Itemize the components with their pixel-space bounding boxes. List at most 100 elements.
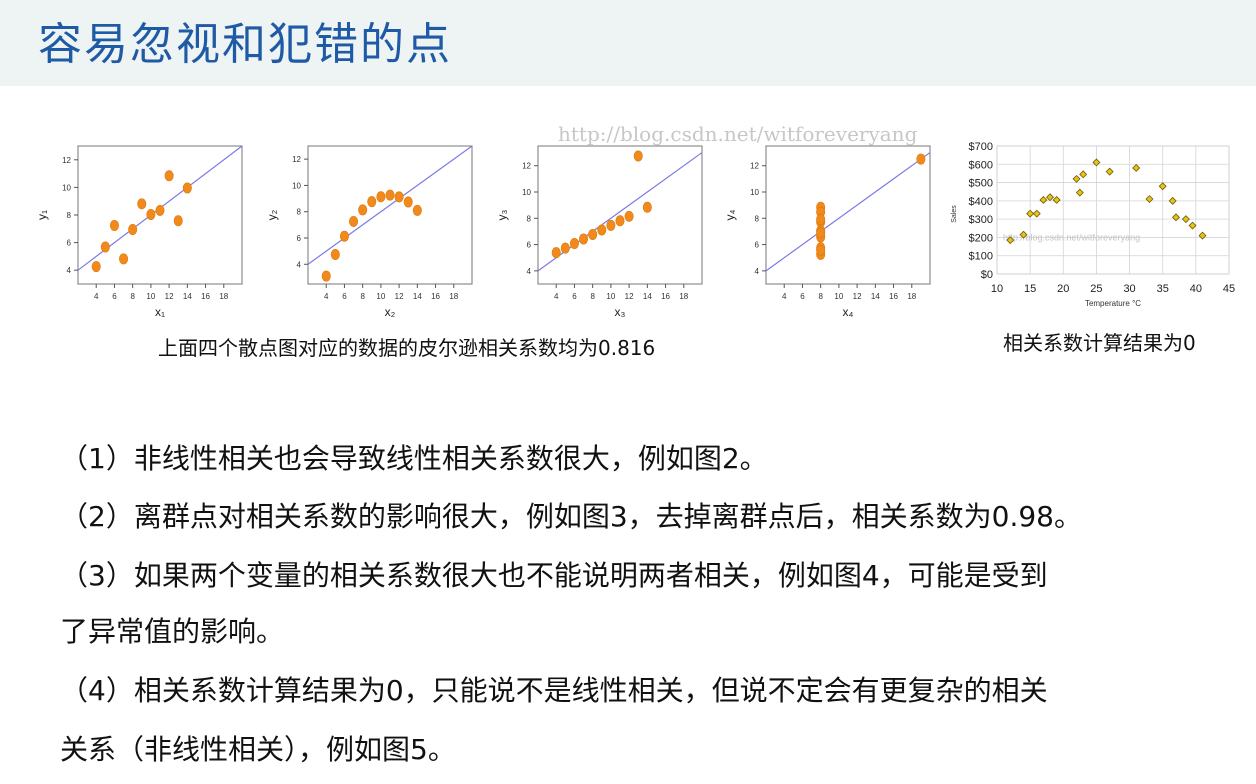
data-point xyxy=(1006,236,1015,245)
scatter-plot-4: 4 6 8 10 12 14 16 18 4 6 8 10 12 x₄ y₄ xyxy=(723,145,931,319)
y-axis-label: y₄ xyxy=(723,209,737,220)
paragraph-3-continued: 了异常值的影响。 xyxy=(60,615,285,648)
plot-frame xyxy=(996,145,1230,275)
x-axis-label: x₄ xyxy=(843,305,854,319)
data-point xyxy=(164,170,174,182)
data-point xyxy=(1075,188,1084,197)
y-tick-label: $200 xyxy=(969,232,993,244)
plot-frame xyxy=(765,145,931,285)
x-tick-label: 18 xyxy=(679,292,688,301)
y-tick-label: $600 xyxy=(969,159,993,171)
data-point xyxy=(560,242,570,254)
y-axis-label: y₁ xyxy=(35,210,49,220)
paragraph-1: （1）非线性相关也会导致线性相关系数很大，例如图2。 xyxy=(60,442,768,475)
caption-pearson-0816: 上面四个散点图对应的数据的皮尔逊相关系数均为0.816 xyxy=(158,336,656,360)
x-axis-label: Temperature °C xyxy=(1085,299,1141,308)
y-tick-label: 10 xyxy=(62,183,71,192)
data-point xyxy=(1092,158,1101,167)
data-point xyxy=(100,241,110,253)
y-tick-label: 12 xyxy=(292,155,301,164)
data-point xyxy=(606,219,616,231)
x-tick-label: 16 xyxy=(661,292,670,301)
x-tick-label: 20 xyxy=(1057,283,1069,295)
x-tick-label: 16 xyxy=(431,292,440,301)
x-tick-label: 10 xyxy=(991,283,1003,295)
x-tick-label: 30 xyxy=(1123,283,1135,295)
data-point xyxy=(394,191,404,203)
data-point xyxy=(1172,213,1180,222)
x-tick-label: 6 xyxy=(112,292,117,301)
y-tick-label: 10 xyxy=(292,181,301,190)
slide-title: 容易忽视和犯错的点 xyxy=(38,19,452,70)
x-tick-label: 8 xyxy=(360,292,365,301)
data-point xyxy=(1026,209,1035,218)
scatter-plot-2: 4 6 8 10 12 14 16 18 4 6 8 10 12 x₂ y₂ xyxy=(265,145,473,319)
x-tick-label: 12 xyxy=(853,292,862,301)
data-point xyxy=(1145,195,1154,203)
paragraph-3: （3）如果两个变量的相关系数很大也不能说明两者相关，例如图4，可能是受到 xyxy=(60,559,1048,592)
data-point xyxy=(119,253,129,265)
data-point xyxy=(597,224,607,236)
data-point xyxy=(816,227,826,239)
data-point xyxy=(642,201,652,213)
x-tick-label: 12 xyxy=(395,292,404,301)
watermark-text: http://blog.csdn.net/witforeveryang xyxy=(558,122,918,146)
data-point xyxy=(1046,193,1054,202)
data-point xyxy=(569,238,579,250)
x-tick-label: 10 xyxy=(834,292,843,301)
data-point xyxy=(91,261,101,273)
data-point xyxy=(376,191,386,203)
paragraph-4: （4）相关系数计算结果为0，只能说不是线性相关，但说不定会有更复杂的相关 xyxy=(60,674,1048,707)
data-point xyxy=(551,247,561,259)
data-point xyxy=(339,230,349,242)
y-axis-label: Sales xyxy=(951,205,958,223)
scatter-plot-3: 4 6 8 10 12 14 16 18 4 6 8 10 12 x₃ y₃ xyxy=(495,145,703,319)
y-tick-label: $500 xyxy=(969,178,993,190)
data-point xyxy=(403,196,413,208)
data-point xyxy=(615,215,625,227)
data-point xyxy=(128,223,138,235)
y-tick-label: $100 xyxy=(969,251,993,263)
y-tick-label: 6 xyxy=(755,241,760,250)
x-tick-label: 8 xyxy=(590,292,595,301)
data-point xyxy=(330,249,340,261)
x-tick-label: 40 xyxy=(1190,283,1202,295)
regression-line xyxy=(308,146,472,265)
data-point xyxy=(916,153,926,165)
data-point xyxy=(367,196,377,208)
data-point xyxy=(816,244,826,256)
x-tick-label: 25 xyxy=(1090,283,1102,295)
x-tick-label: 10 xyxy=(606,292,615,301)
data-point xyxy=(1039,195,1048,204)
y-tick-label: 8 xyxy=(297,208,302,217)
x-axis-label: x₂ xyxy=(385,305,396,319)
data-point xyxy=(1181,215,1190,224)
data-point xyxy=(633,150,643,162)
x-tick-label: 35 xyxy=(1157,283,1169,295)
y-tick-label: 10 xyxy=(522,188,531,197)
x-tick-label: 8 xyxy=(818,292,823,301)
data-point xyxy=(1188,221,1197,230)
data-point xyxy=(579,233,589,245)
x-tick-label: 4 xyxy=(324,292,329,301)
x-tick-label: 18 xyxy=(449,292,458,301)
y-tick-label: 6 xyxy=(527,241,532,250)
data-point xyxy=(1019,230,1028,239)
y-tick-label: 6 xyxy=(67,239,72,248)
data-point xyxy=(816,213,826,225)
data-point xyxy=(146,208,156,220)
y-tick-label: 6 xyxy=(297,234,302,243)
y-axis-label: y₃ xyxy=(495,209,509,220)
data-point xyxy=(1052,195,1061,204)
x-tick-label: 14 xyxy=(183,292,192,301)
x-tick-label: 6 xyxy=(572,292,577,301)
data-point xyxy=(109,219,119,231)
paragraph-2: （2）离群点对相关系数的影响很大，例如图3，去掉离群点后，相关系数为0.98。 xyxy=(60,500,1082,533)
watermark-text: http://blog.csdn.net/witforeveryang xyxy=(1003,232,1140,242)
paragraph-4-continued: 关系（非线性相关），例如图5。 xyxy=(60,733,456,766)
x-tick-label: 12 xyxy=(625,292,634,301)
y-tick-label: $700 xyxy=(969,141,993,153)
y-tick-label: $400 xyxy=(969,196,993,208)
y-tick-label: 8 xyxy=(755,214,760,223)
sales-temperature-scatter: $0 $100 $200 $300 $400 $500 $600 $700 10 15 20 25 30… xyxy=(951,141,1235,308)
